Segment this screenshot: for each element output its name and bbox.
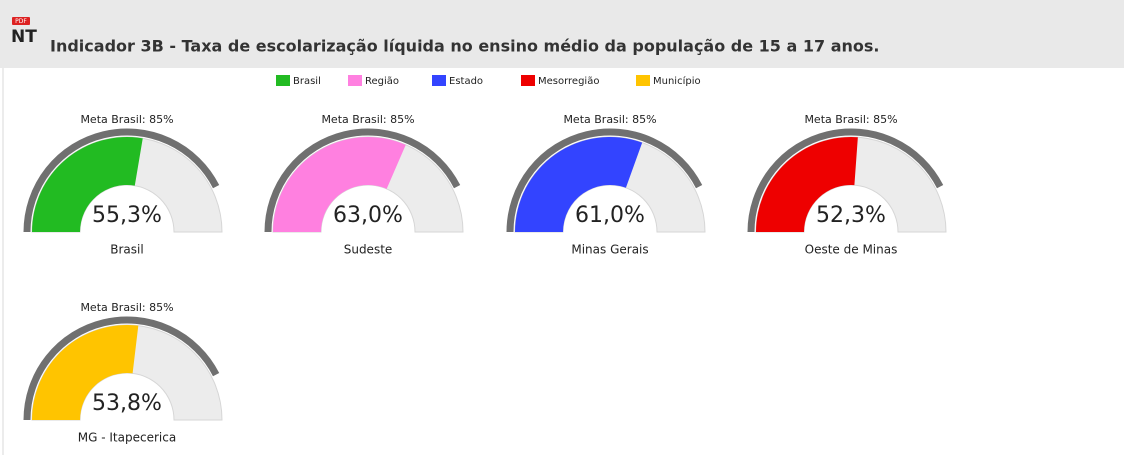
gauge-name: Brasil — [110, 243, 143, 257]
target-arc — [747, 128, 944, 233]
target-arc — [506, 128, 703, 233]
legend-swatch — [348, 75, 362, 86]
gauge-title: Meta Brasil: 85% — [804, 113, 897, 126]
target-arc — [264, 128, 461, 233]
gauge-value — [273, 136, 406, 232]
gauge-value — [32, 325, 139, 420]
legend-label: Região — [365, 76, 399, 87]
gauge-value-label: 63,0% — [333, 203, 403, 228]
legend-label: Estado — [449, 76, 483, 87]
legend-label: Brasil — [293, 76, 321, 87]
gauge-name: Minas Gerais — [571, 243, 648, 257]
gauge-value — [515, 137, 643, 232]
legend-swatch — [521, 75, 535, 86]
gauge-value-label: 55,3% — [92, 203, 162, 228]
gauge-value-label: 52,3% — [816, 203, 886, 228]
legend-swatch — [636, 75, 650, 86]
pdf-badge — [12, 17, 30, 25]
gauge-title: Meta Brasil: 85% — [80, 113, 173, 126]
legend-swatch — [432, 75, 446, 86]
gauge-title: Meta Brasil: 85% — [80, 301, 173, 314]
gauge-title: Meta Brasil: 85% — [321, 113, 414, 126]
gauge-title: Meta Brasil: 85% — [563, 113, 656, 126]
legend-label: Mesorregião — [538, 76, 599, 87]
gauge-name: MG - Itapecerica — [78, 431, 176, 445]
page-title: Indicador 3B - Taxa de escolarização líq… — [50, 37, 879, 56]
header-bar — [0, 0, 1124, 68]
gauge-name: Oeste de Minas — [805, 243, 898, 257]
gauge-value — [32, 136, 143, 232]
pdf-badge-text: PDF — [15, 18, 27, 25]
target-arc — [23, 128, 220, 233]
gauge-value-label: 61,0% — [575, 203, 645, 228]
gauge-value — [756, 136, 858, 232]
legend-label: Município — [653, 75, 701, 87]
nt-icon: NT — [11, 27, 37, 47]
gauge-name: Sudeste — [344, 243, 393, 257]
legend-swatch — [276, 75, 290, 86]
target-arc — [23, 316, 220, 421]
gauge-value-label: 53,8% — [92, 391, 162, 416]
